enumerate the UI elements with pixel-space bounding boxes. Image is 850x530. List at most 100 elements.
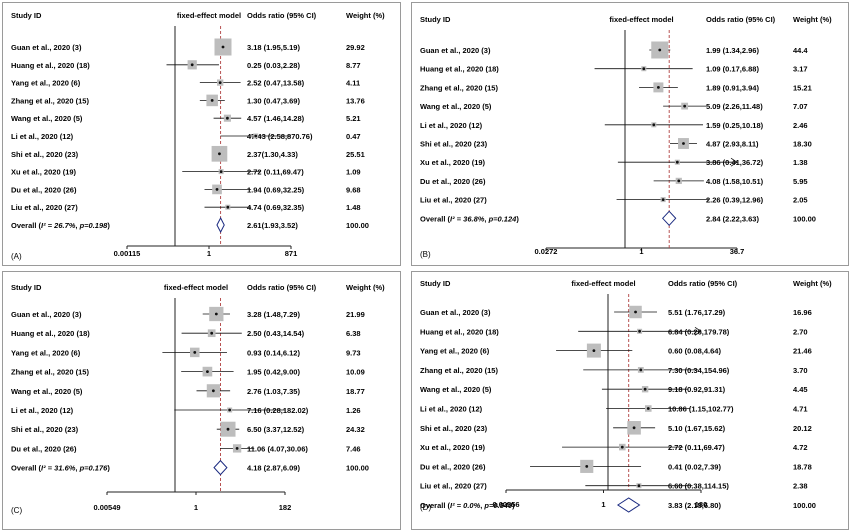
header-model: fixed-effect model [177,11,241,20]
panel-label: (C) [11,506,22,515]
study-point-estimate [652,123,656,127]
forest-panel-a: Study ID fixed-effect model Odds ratio (95… [2,2,401,266]
study-label: Yang et al., 2020 (6) [11,348,81,357]
study-point-estimate [658,48,662,52]
overall-or-ci: 2.61(1.93,3.52) [247,221,298,230]
study-point-estimate [643,387,647,391]
study-or-ci: 4.08 (1.58,10.51) [706,177,764,186]
study-or-ci: 11.06 (4.07,30.06) [247,444,308,453]
study-weight: 9.68 [346,185,361,194]
study-weight: 9.73 [346,348,361,357]
study-weight: 4.71 [793,405,808,414]
x-tick-label: 182 [279,503,292,512]
study-label: Li et al., 2020 (12) [11,132,74,141]
study-point-estimate [225,116,229,120]
study-label: Li et al., 2020 (12) [420,121,483,130]
study-or-ci: 1.09 (0.17,6.88) [706,65,759,74]
overall-label: Overall (I² = 26.7%, p=0.198) [11,221,110,230]
study-weight: 0.47 [346,132,361,141]
overall-or-ci: 3.83 (2.15,6.80) [668,501,721,510]
study-point-estimate [210,331,214,335]
study-or-ci: 1.30 (0.47,3.69) [247,96,300,105]
x-tick-label: 871 [285,249,298,258]
study-point-estimate [683,104,687,108]
x-tick-label: 36.7 [730,247,745,256]
overall-or-ci: 2.84 (2.22,3.63) [706,214,759,223]
study-weight: 44.4 [793,46,808,55]
study-weight: 7.07 [793,102,808,111]
study-or-ci: 9.18 (0.92,91.31) [668,385,726,394]
x-tick-label: 0.0272 [535,247,558,256]
overall-weight: 100.00 [346,464,369,473]
study-or-ci: 6.50 (3.37,12.52) [247,425,305,434]
overall-or-ci: 4.18 (2.87,6.09) [247,464,300,473]
study-or-ci: 2.76 (1.03,7.35) [247,387,300,396]
study-label: Wang et al., 2020 (5) [420,385,492,394]
study-label: Wang et al., 2020 (5) [11,387,83,396]
study-point-estimate [585,465,589,468]
study-or-ci: 2.52 (0.47,13.58) [247,79,305,88]
study-label: Huang et al., 2020 (18) [420,327,499,336]
study-label: Shi et al., 2020 (23) [11,425,79,434]
header-odds-ratio: Odds ratio (95% CI) [668,279,738,288]
panel-label: (D) [420,503,431,512]
study-or-ci: 2.72 (0.11,69.47) [668,443,725,452]
study-point-estimate [656,86,660,89]
study-point-estimate [592,349,596,352]
study-label: Liu et al., 2020 (27) [420,482,487,491]
forest-panel-d: Study ID fixed-effect model Odds ratio (95… [411,271,849,530]
study-or-ci: 2.26 (0.39,12.96) [706,196,764,205]
study-label: Li et al., 2020 (12) [420,405,483,414]
overall-diamond [616,497,641,513]
study-label: Zhang et al., 2020 (15) [11,96,89,105]
study-point-estimate [661,198,665,202]
study-label: Du et al., 2020 (26) [11,444,77,453]
study-point-estimate [211,389,215,393]
study-weight: 2.05 [793,196,808,205]
study-or-ci: 2.50 (0.43,14.54) [247,329,305,338]
study-label: Huang et al., 2020 (18) [11,61,90,70]
study-point-estimate [637,484,641,488]
forest-plot-c: Study ID fixed-effect model Odds ratio (95… [11,283,385,515]
study-or-ci: 0.25 (0.03,2.28) [247,61,300,70]
study-point-estimate [219,170,223,174]
study-label: Huang et al., 2020 (18) [11,329,90,338]
study-label: Guan et al., 2020 (3) [420,308,491,317]
header-odds-ratio: Odds ratio (95% CI) [247,283,317,292]
overall-p: p=0.124 [488,214,518,223]
study-weight: 7.46 [346,444,361,453]
x-tick-label: 1 [194,503,198,512]
forest-plot-b: Study ID fixed-effect model Odds ratio (95… [420,15,832,259]
overall-prefix: Overall ( [11,221,42,230]
forest-plot-d: Study ID fixed-effect model Odds ratio (95… [420,279,832,513]
header-study-id: Study ID [420,279,451,288]
study-point-estimate [218,152,221,156]
study-or-ci: 7.16 (0.28,182.02) [247,406,309,415]
study-point-estimate [638,329,641,333]
study-label: Liu et al., 2020 (27) [11,203,78,212]
study-weight: 29.92 [346,43,365,52]
study-label: Wang et al., 2020 (5) [420,102,492,111]
study-weight: 20.12 [793,424,812,433]
overall-label: Overall (I² = 0.0%, p=0.540) [420,501,515,510]
study-point-estimate [254,134,258,138]
study-weight: 21.46 [793,347,812,356]
study-label: Li et al., 2020 (12) [11,406,74,415]
study-weight: 25.51 [346,150,365,159]
study-weight: 1.26 [346,406,361,415]
ci-arrow [694,326,702,336]
study-point-estimate [228,408,232,412]
study-weight: 3.70 [793,366,808,375]
overall-diamond [661,210,677,227]
study-point-estimate [642,67,646,71]
study-weight: 4.45 [793,385,808,394]
study-weight: 2.46 [793,121,808,130]
study-label: Xu et al., 2020 (19) [420,443,486,452]
x-tick-label: 0.00549 [93,503,120,512]
overall-separator: , [480,501,484,510]
study-or-ci: 2.72 (0.11,69.47) [247,168,304,177]
overall-p: p=0.198 [79,221,109,230]
study-label: Du et al., 2020 (26) [11,185,77,194]
overall-suffix: ) [512,501,515,510]
study-weight: 4.72 [793,443,808,452]
